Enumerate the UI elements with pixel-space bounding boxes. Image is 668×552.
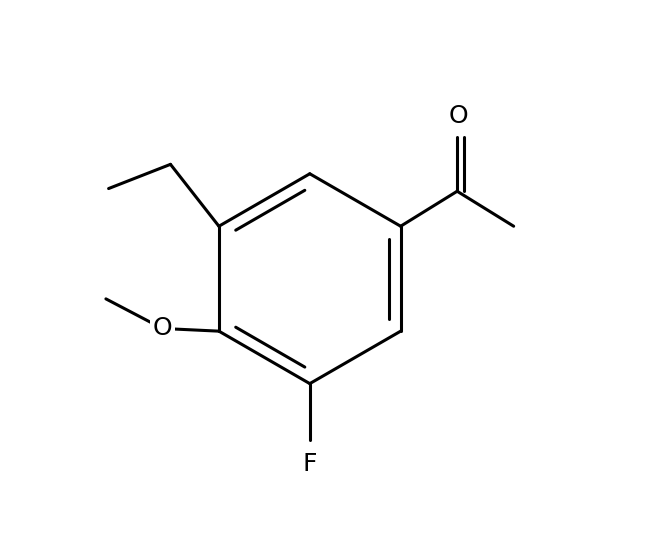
Text: O: O xyxy=(152,316,172,341)
Text: O: O xyxy=(449,104,468,128)
Text: F: F xyxy=(303,452,317,476)
